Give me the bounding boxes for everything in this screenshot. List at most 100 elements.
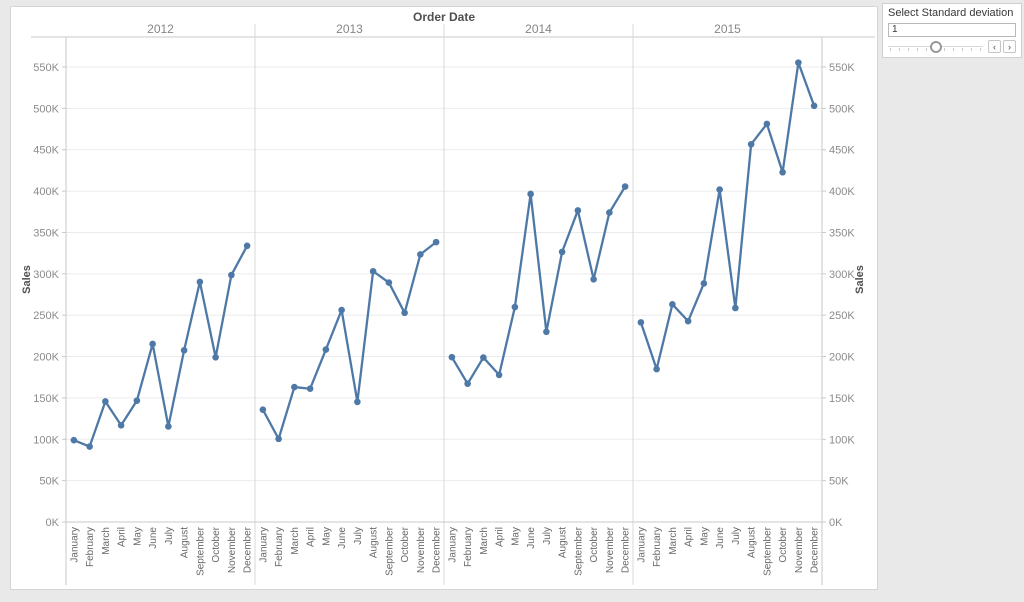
data-point[interactable] [653, 365, 660, 373]
data-point[interactable] [716, 186, 723, 193]
data-point[interactable] [448, 353, 456, 361]
data-point[interactable] [196, 278, 204, 286]
data-point[interactable] [369, 267, 377, 275]
data-point[interactable] [700, 280, 708, 287]
y-axis-label-left: 450K [33, 145, 59, 157]
data-point[interactable] [590, 275, 597, 283]
month-label: August [747, 527, 758, 558]
y-axis-label-right: 300K [829, 269, 855, 281]
data-point[interactable] [637, 319, 645, 326]
data-point[interactable] [385, 279, 393, 286]
y-axis-label-right: 50K [829, 476, 849, 488]
month-label: August [180, 527, 191, 558]
month-label: February [652, 527, 663, 567]
data-point[interactable] [606, 209, 613, 216]
month-label: May [321, 527, 332, 546]
data-point[interactable] [259, 406, 267, 413]
slider-track[interactable] [888, 40, 983, 53]
decrement-button[interactable]: ‹ [988, 40, 1001, 53]
data-point[interactable] [149, 340, 156, 348]
month-label: March [101, 527, 112, 555]
month-label: December [243, 526, 254, 573]
month-label: December [810, 526, 821, 573]
data-point[interactable] [480, 354, 487, 361]
data-point[interactable] [495, 371, 503, 379]
y-axis-label-right: 550K [829, 62, 855, 74]
month-label: June [715, 527, 726, 549]
data-point[interactable] [527, 190, 534, 198]
data-point[interactable] [732, 304, 739, 312]
data-point[interactable] [228, 271, 235, 279]
y-axis-label-left: 250K [33, 310, 59, 322]
data-point[interactable] [669, 301, 676, 308]
month-label: March [479, 527, 490, 555]
data-point[interactable] [133, 397, 141, 404]
data-point[interactable] [810, 102, 818, 110]
increment-button[interactable]: › [1003, 40, 1016, 53]
data-point[interactable] [322, 346, 330, 353]
y-axis-label-right: 150K [829, 393, 855, 405]
data-point[interactable] [511, 303, 519, 311]
data-point[interactable] [684, 317, 692, 325]
data-point[interactable] [574, 207, 582, 214]
month-label: July [353, 527, 364, 545]
y-axis-label-right: 400K [829, 186, 855, 198]
data-point[interactable] [275, 435, 282, 443]
data-point[interactable] [558, 248, 566, 256]
y-axis-label-left: 150K [33, 393, 59, 405]
data-point[interactable] [243, 242, 251, 250]
y-axis-label-right: 100K [829, 434, 855, 446]
data-point[interactable] [763, 120, 771, 128]
month-label: October [400, 526, 411, 562]
year-label-2014: 2014 [525, 22, 552, 36]
data-point[interactable] [354, 398, 361, 406]
data-point[interactable] [621, 183, 629, 190]
month-label: January [258, 527, 269, 563]
data-point[interactable] [779, 168, 786, 176]
data-point[interactable] [165, 423, 172, 430]
data-point[interactable] [102, 398, 109, 405]
data-point[interactable] [417, 251, 424, 258]
data-point[interactable] [795, 59, 802, 66]
data-point[interactable] [306, 385, 314, 393]
parameter-slider: ‹ › [888, 39, 1016, 54]
sales-by-month-line-chart: 0K 0K 50K 50K 100K 100K 150K 150K 200K 200K 250K 25… [21, 10, 875, 585]
month-label: October [211, 526, 222, 562]
data-point[interactable] [747, 140, 755, 148]
y-axis-label-left: 50K [39, 476, 59, 488]
month-label: September [195, 526, 206, 576]
parameter-value-input[interactable] [888, 22, 1016, 37]
month-label: February [463, 527, 474, 567]
data-point[interactable] [338, 306, 345, 314]
month-label: March [290, 527, 301, 555]
y-axis-label-left: 100K [33, 434, 59, 446]
data-point[interactable] [86, 443, 93, 450]
data-point[interactable] [291, 383, 298, 391]
month-label: November [416, 526, 427, 573]
data-point[interactable] [212, 353, 219, 361]
month-label: July [164, 527, 175, 545]
y-axis-label-right: 0K [829, 517, 843, 529]
month-label: January [69, 527, 80, 563]
month-label: May [510, 527, 521, 546]
month-label: June [526, 527, 537, 549]
trend-line-2013 [261, 240, 438, 441]
month-label: January [447, 527, 458, 563]
month-label: May [132, 527, 143, 546]
data-point[interactable] [543, 328, 550, 336]
data-point[interactable] [464, 380, 471, 387]
year-label-2013: 2013 [336, 22, 363, 36]
data-point[interactable] [117, 421, 125, 429]
month-label: November [794, 526, 805, 573]
month-label: October [589, 526, 600, 562]
month-label: June [337, 527, 348, 549]
month-label: January [636, 527, 647, 563]
data-point[interactable] [401, 309, 408, 317]
y-axis-label-right: 350K [829, 227, 855, 239]
data-point[interactable] [180, 346, 188, 354]
slider-handle[interactable] [929, 41, 942, 53]
y-axis-label-right: 500K [829, 103, 855, 115]
data-point[interactable] [70, 436, 78, 444]
data-point[interactable] [432, 238, 440, 246]
